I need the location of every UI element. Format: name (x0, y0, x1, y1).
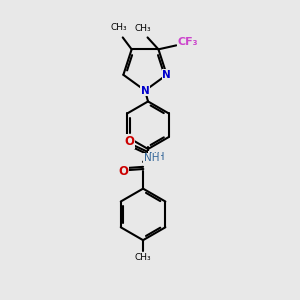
Text: O: O (124, 135, 134, 148)
Text: CH₃: CH₃ (135, 253, 152, 262)
Text: N: N (162, 70, 171, 80)
Text: NH: NH (144, 153, 160, 164)
Text: NH: NH (149, 152, 165, 162)
Text: CH₃: CH₃ (110, 23, 127, 32)
Text: O: O (118, 165, 128, 178)
Text: N: N (141, 85, 149, 96)
Text: CF₃: CF₃ (178, 38, 198, 47)
Text: CH₃: CH₃ (134, 24, 151, 33)
